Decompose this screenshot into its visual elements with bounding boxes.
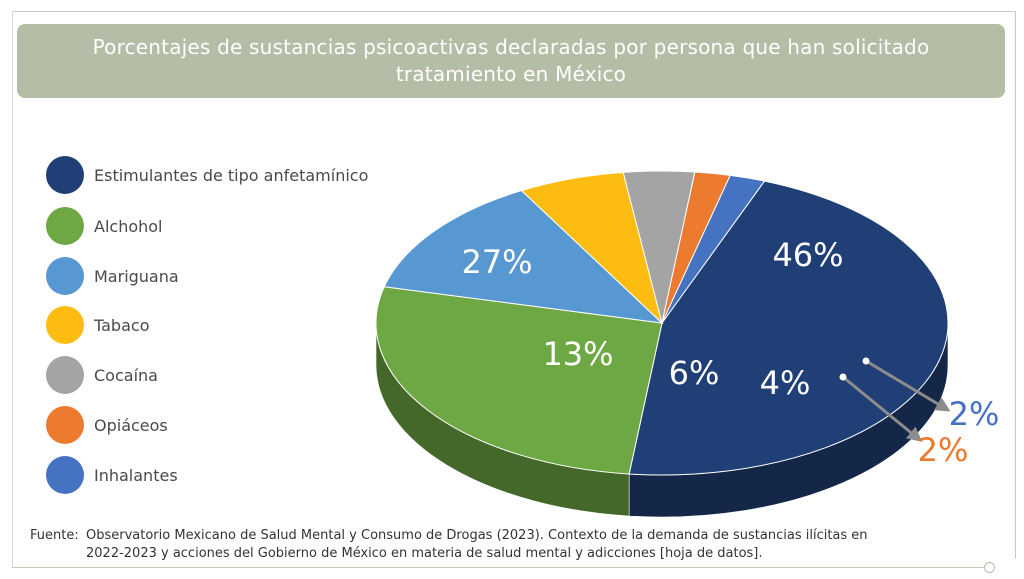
source-note: Fuente: Observatorio Mexicano de Salud Me… <box>30 527 990 563</box>
pie-slice-inhalantes <box>661 174 766 324</box>
legend-label: Estimulantes de tipo anfetamínico <box>94 165 369 185</box>
legend-item-inhalantes: Inhalantes <box>46 456 178 494</box>
callout-line-inhalantes <box>865 359 951 412</box>
legend-label: Opiáceos <box>94 415 168 435</box>
data-label-cocaina: 4% <box>760 364 811 402</box>
legend-swatch <box>46 156 84 194</box>
legend-label: Inhalantes <box>94 465 178 485</box>
legend-label: Alchohol <box>94 216 163 236</box>
legend-swatch <box>46 456 84 494</box>
legend-item-mariguana: Mariguana <box>46 257 179 295</box>
frame-top-border <box>12 11 1016 12</box>
pie-callouts <box>839 357 951 442</box>
data-label-mariguana: 13% <box>542 335 613 373</box>
frame-right-border <box>1015 11 1016 559</box>
legend-swatch <box>46 257 84 295</box>
legend-swatch <box>46 406 84 444</box>
legend-item-tabaco: Tabaco <box>46 306 149 344</box>
source-label: Fuente: <box>30 528 79 543</box>
chart-title: Porcentajes de sustancias psicoactivas d… <box>92 35 930 86</box>
data-label-tabaco: 6% <box>669 354 720 392</box>
callout-dot-opiaceos <box>839 373 847 381</box>
data-label-estimulantes-de-tipo-anfetaminico: 46% <box>772 236 843 274</box>
callout-dot-inhalantes <box>862 357 870 365</box>
data-label-alchohol: 27% <box>461 243 532 281</box>
legend-item-estimulantes: Estimulantes de tipo anfetamínico <box>46 156 368 194</box>
pie-slice-estimulantes-de-tipo-anfetaminico <box>628 180 949 476</box>
legend-label: Tabaco <box>94 315 150 335</box>
legend-item-opiaceos: Opiáceos <box>46 406 168 444</box>
legend-swatch <box>46 207 84 245</box>
legend-item-alchohol: Alchohol <box>46 207 163 245</box>
pie-tops <box>375 170 949 476</box>
frame-left-border <box>12 11 13 568</box>
title-banner: Porcentajes de sustancias psicoactivas d… <box>17 24 1005 98</box>
data-label-inhalantes: 2% <box>949 395 1000 433</box>
legend-item-cocaina: Cocaína <box>46 356 158 394</box>
callout-line-opiaceos <box>842 375 923 442</box>
pie-labels: 46% 27% 13% 6% 4% 2%2% <box>461 236 999 469</box>
source-text-line2: 2022-2023 y acciones del Gobierno de Méx… <box>86 546 763 561</box>
legend-label: Mariguana <box>94 266 179 286</box>
frame-bottom-border <box>12 567 984 568</box>
pie-slice-mariguana <box>383 190 664 324</box>
legend-swatch <box>46 356 84 394</box>
legend-swatch <box>46 306 84 344</box>
source-text-line1: Observatorio Mexicano de Salud Mental y … <box>86 528 868 543</box>
data-label-opiaceos: 2% <box>918 431 969 469</box>
frame-corner-dot <box>984 562 995 573</box>
legend-label: Cocaína <box>94 365 158 385</box>
pie-slice-alchohol <box>375 286 663 475</box>
